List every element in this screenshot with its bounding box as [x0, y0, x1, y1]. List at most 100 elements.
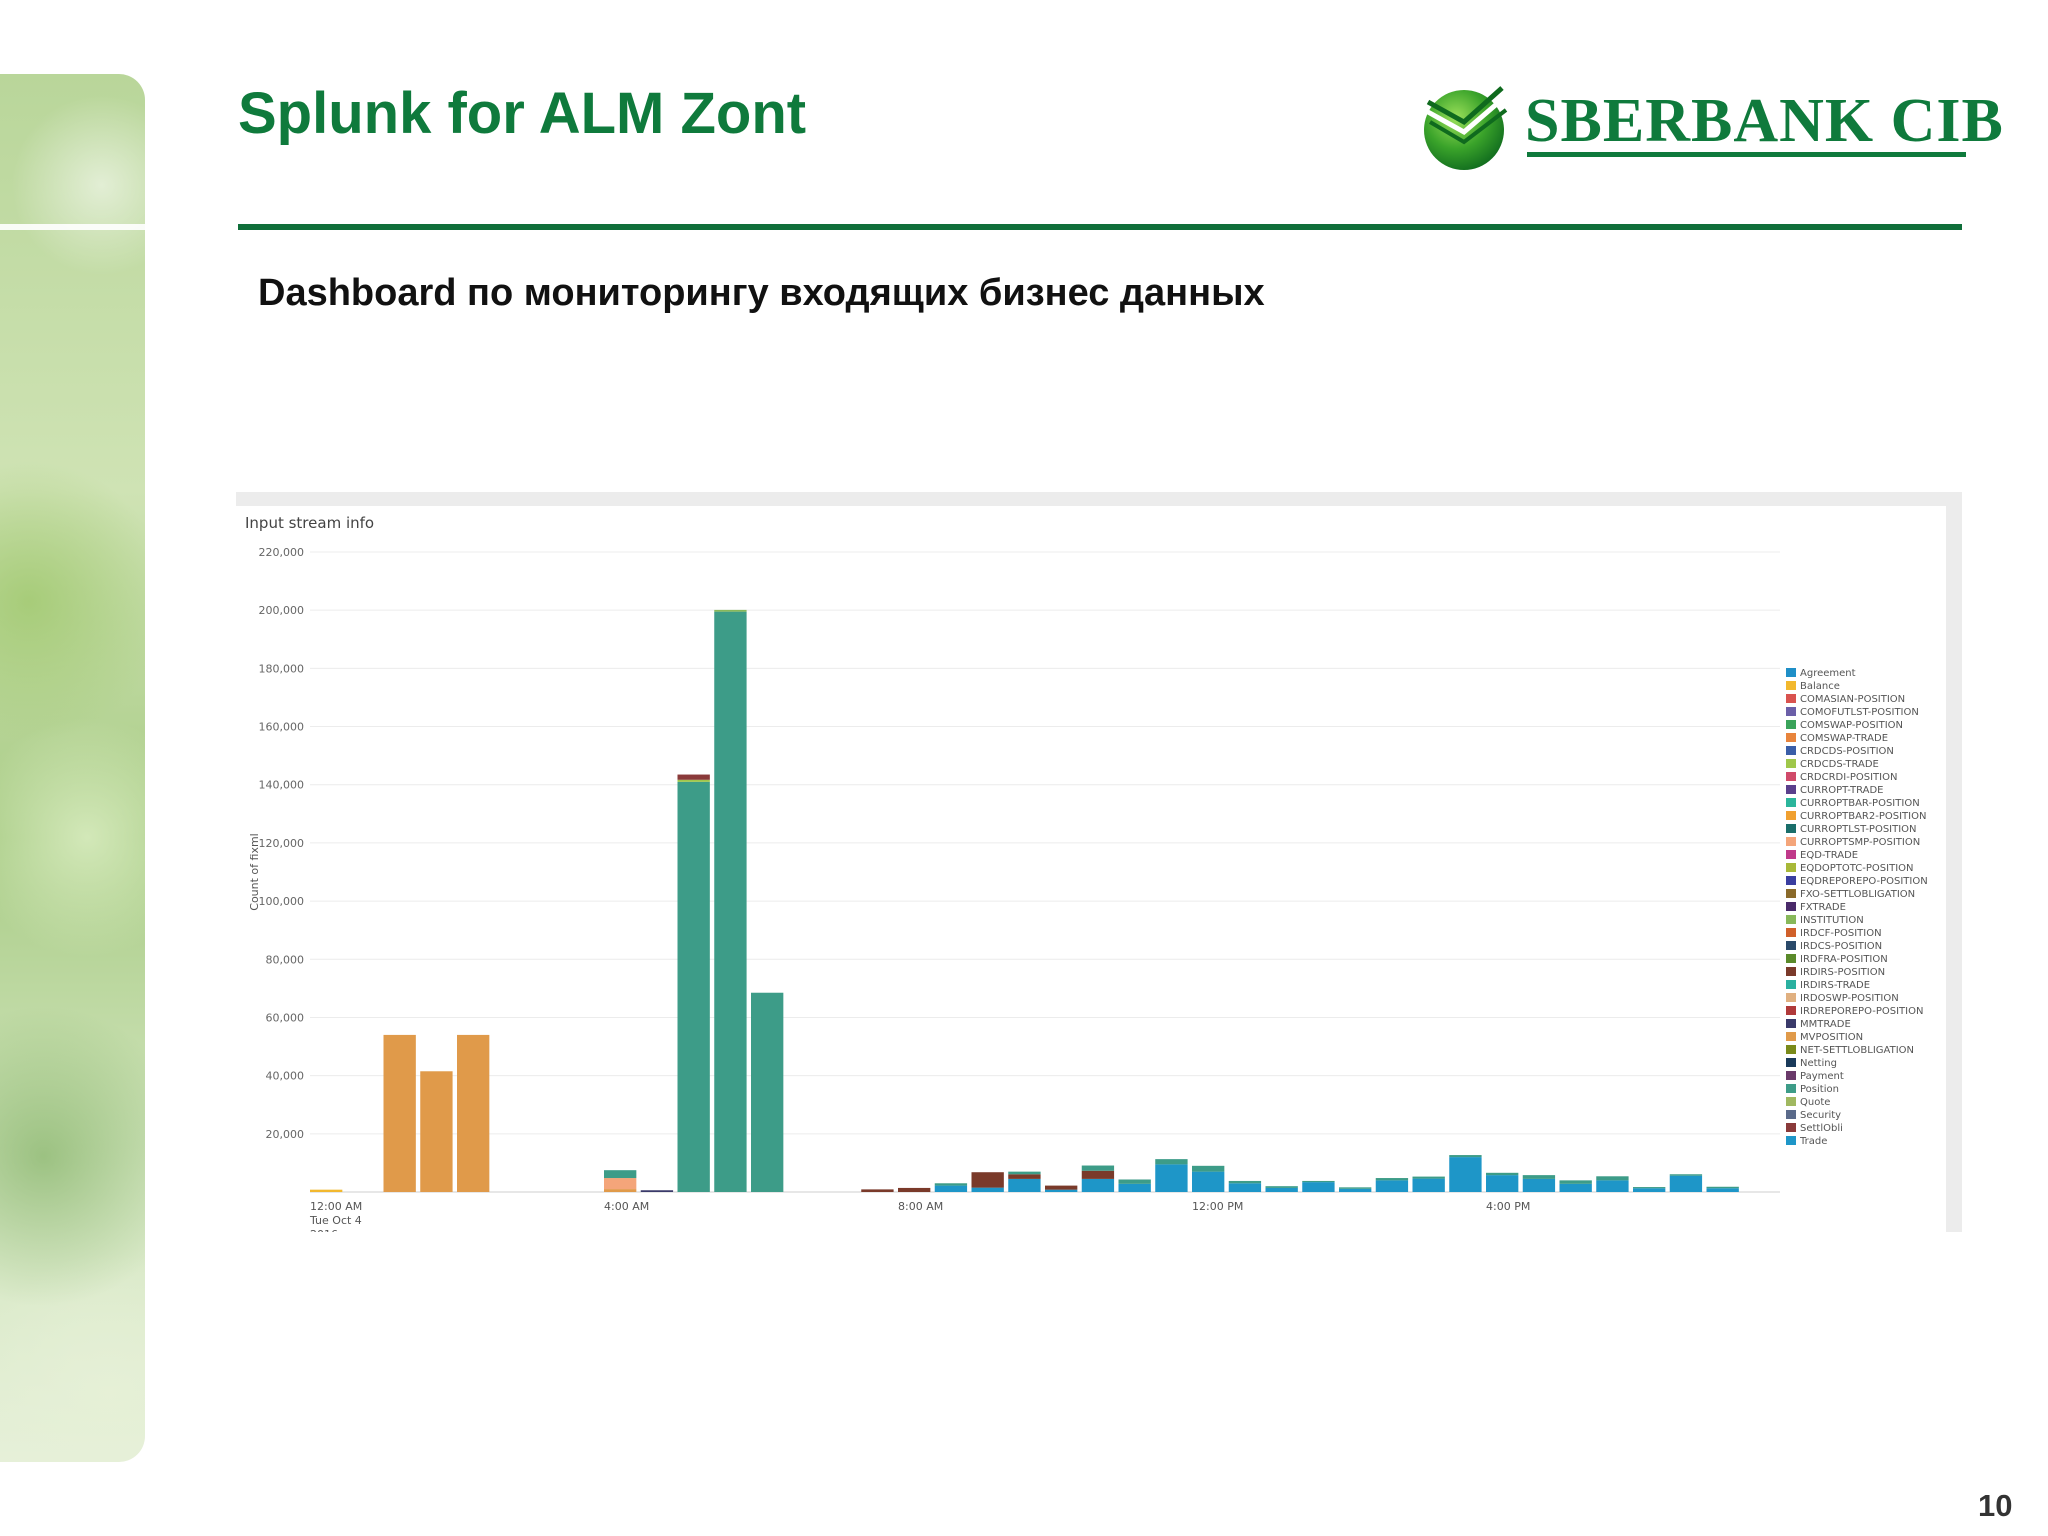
bar-segment: [1706, 1186, 1739, 1189]
legend-swatch: [1786, 1006, 1796, 1015]
legend-swatch: [1786, 1019, 1796, 1028]
legend-label: IRDREPOREPO-POSITION: [1800, 1006, 1923, 1017]
legend-label: EQDREPOREPO-POSITION: [1800, 876, 1928, 887]
bar-segment: [971, 1172, 1004, 1188]
y-tick-label: 60,000: [266, 1011, 305, 1024]
legend-swatch: [1786, 1058, 1796, 1067]
legend-swatch: [1786, 707, 1796, 716]
bar-segment: [677, 779, 710, 782]
legend-swatch: [1786, 668, 1796, 677]
legend-swatch: [1786, 694, 1796, 703]
logo-underline: [1527, 152, 1966, 157]
bar-segment: [383, 1034, 416, 1192]
legend-label: Agreement: [1800, 668, 1856, 679]
legend-swatch: [1786, 850, 1796, 859]
y-tick-label: 180,000: [259, 662, 305, 675]
legend-label: FXTRADE: [1800, 902, 1846, 913]
legend-label: CRDCDS-TRADE: [1800, 759, 1879, 770]
bar-segment: [640, 1190, 674, 1192]
legend-swatch: [1786, 1110, 1796, 1119]
bar-segment: [310, 1189, 343, 1192]
bar-segment: [604, 1170, 637, 1179]
legend-label: EQDOPTOTC-POSITION: [1800, 863, 1914, 874]
bar-segment: [714, 609, 747, 612]
bar-segment: [1522, 1178, 1556, 1192]
slide-title: Splunk for ALM Zont: [238, 81, 807, 146]
legend-label: NET-SETTLOBLIGATION: [1800, 1045, 1914, 1056]
y-tick-label: 80,000: [266, 953, 305, 966]
bar-segment: [1008, 1171, 1041, 1175]
y-tick-label: 120,000: [259, 837, 305, 850]
bar-segment: [1449, 1157, 1482, 1192]
legend-swatch: [1786, 902, 1796, 911]
bar-segment: [1669, 1174, 1703, 1176]
sberbank-cib-logo: SBERBANK CIB: [1420, 82, 2003, 172]
y-axis-label: Count of fixml: [248, 833, 261, 910]
legend-swatch: [1786, 915, 1796, 924]
bar-segment: [1633, 1187, 1666, 1189]
bar-segment: [861, 1189, 894, 1192]
sberbank-logo-icon: [1424, 86, 1508, 170]
bar-segment: [1228, 1183, 1262, 1192]
bar-segment: [677, 774, 710, 780]
bar-segment: [751, 992, 784, 1192]
bar-segment: [1559, 1183, 1592, 1192]
page-number: 10: [1978, 1488, 2013, 1523]
bar-segment: [1486, 1172, 1519, 1176]
legend-swatch: [1786, 863, 1796, 872]
bar-segment: [1706, 1188, 1739, 1192]
bar-segment: [934, 1183, 968, 1186]
bar-segment: [1118, 1179, 1151, 1184]
bar-segment: [1559, 1180, 1592, 1184]
legend-label: IRDCS-POSITION: [1800, 941, 1882, 952]
legend-swatch: [1786, 811, 1796, 820]
y-tick-label: 200,000: [259, 604, 305, 617]
bar-segment: [1339, 1188, 1372, 1192]
legend-swatch: [1786, 1071, 1796, 1080]
bar-segment: [1449, 1155, 1482, 1158]
bar-segment: [1008, 1174, 1041, 1179]
bar-segment: [1375, 1180, 1409, 1192]
legend-swatch: [1786, 824, 1796, 833]
bar-segment: [1375, 1178, 1409, 1181]
legend-label: COMSWAP-TRADE: [1800, 733, 1888, 744]
legend-swatch: [1786, 785, 1796, 794]
legend-swatch: [1786, 1097, 1796, 1106]
legend-swatch: [1786, 837, 1796, 846]
legend-swatch: [1786, 772, 1796, 781]
legend-label: FXO-SETTLOBLIGATION: [1800, 889, 1915, 900]
x-tick-label: 4:00 PM: [1486, 1200, 1530, 1213]
header-rule: [238, 224, 1962, 230]
bar-segment: [1302, 1182, 1335, 1192]
legend-label: COMSWAP-POSITION: [1800, 720, 1903, 731]
legend-swatch: [1786, 1123, 1796, 1132]
legend-swatch: [1786, 798, 1796, 807]
legend-label: IRDCF-POSITION: [1800, 928, 1882, 939]
slide-subtitle: Dashboard по мониторингу входящих бизнес…: [258, 272, 1265, 314]
bar-segment: [1155, 1159, 1188, 1165]
bar-segment: [1265, 1187, 1298, 1192]
bar-segment: [1228, 1180, 1262, 1184]
bar-segment: [971, 1187, 1004, 1192]
legend-swatch: [1786, 759, 1796, 768]
y-tick-label: 40,000: [266, 1070, 305, 1083]
legend-swatch: [1786, 1084, 1796, 1093]
legend-label: COMOFUTLST-POSITION: [1800, 707, 1919, 718]
y-tick-label: 140,000: [259, 779, 305, 792]
legend-label: CURROPTBAR-POSITION: [1800, 798, 1920, 809]
legend-swatch: [1786, 980, 1796, 989]
legend-label: EQD-TRADE: [1800, 850, 1858, 861]
bar-segment: [677, 781, 710, 1192]
decorative-leaf-strip: [0, 74, 145, 1462]
legend-label: IRDFRA-POSITION: [1800, 954, 1888, 965]
legend-label: IRDIRS-TRADE: [1800, 980, 1870, 991]
legend-label: Security: [1800, 1110, 1841, 1121]
legend-label: MVPOSITION: [1800, 1032, 1863, 1043]
bar-segment: [1118, 1183, 1151, 1192]
legend-label: Position: [1800, 1084, 1839, 1095]
legend-label: Quote: [1800, 1097, 1830, 1108]
legend-swatch: [1786, 1045, 1796, 1054]
legend-swatch: [1786, 746, 1796, 755]
legend-swatch: [1786, 967, 1796, 976]
bar-segment: [1669, 1175, 1703, 1192]
